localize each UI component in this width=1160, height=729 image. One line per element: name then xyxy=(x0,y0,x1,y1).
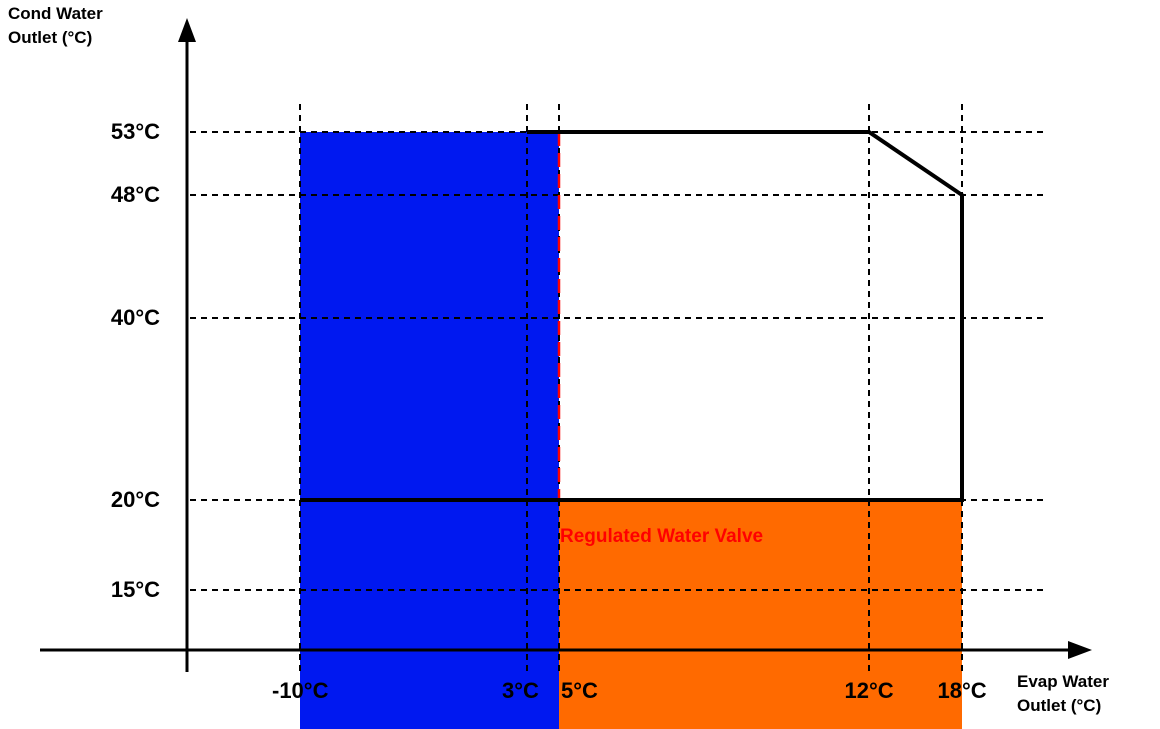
x-tick-label: 3°C xyxy=(502,678,539,703)
cold-region-fill xyxy=(300,132,559,729)
y-tick-label: 40°C xyxy=(110,305,160,330)
x-tick-label: -10°C xyxy=(272,678,329,703)
x-axis-title-line1: Evap Water xyxy=(1017,672,1109,691)
x-tick-label: 5°C xyxy=(561,678,598,703)
y-tick-label: 15°C xyxy=(110,577,160,602)
y-axis-arrow-icon xyxy=(178,18,196,42)
regulated-water-valve-label: Regulated Water Valve xyxy=(560,525,764,547)
operating-envelope-line xyxy=(300,130,964,502)
y-axis-title: Cond Water Outlet (°C) xyxy=(8,2,103,50)
x-axis-arrow-icon xyxy=(1068,641,1092,659)
y-tick-label: 20°C xyxy=(110,487,160,512)
warm-region-fill xyxy=(559,500,962,729)
x-axis-title-line2: Outlet (°C) xyxy=(1017,696,1102,715)
x-axis-title: Evap Water Outlet (°C) xyxy=(1017,670,1109,718)
x-tick-label: 18°C xyxy=(937,678,987,703)
y-axis-title-line2: Outlet (°C) xyxy=(8,28,93,47)
y-tick-label: 48°C xyxy=(110,182,160,207)
y-axis-title-line1: Cond Water xyxy=(8,4,103,23)
regulated-valve-boundary-line xyxy=(557,132,962,502)
y-tick-label: 53°C xyxy=(110,119,160,144)
x-tick-label: 12°C xyxy=(844,678,894,703)
